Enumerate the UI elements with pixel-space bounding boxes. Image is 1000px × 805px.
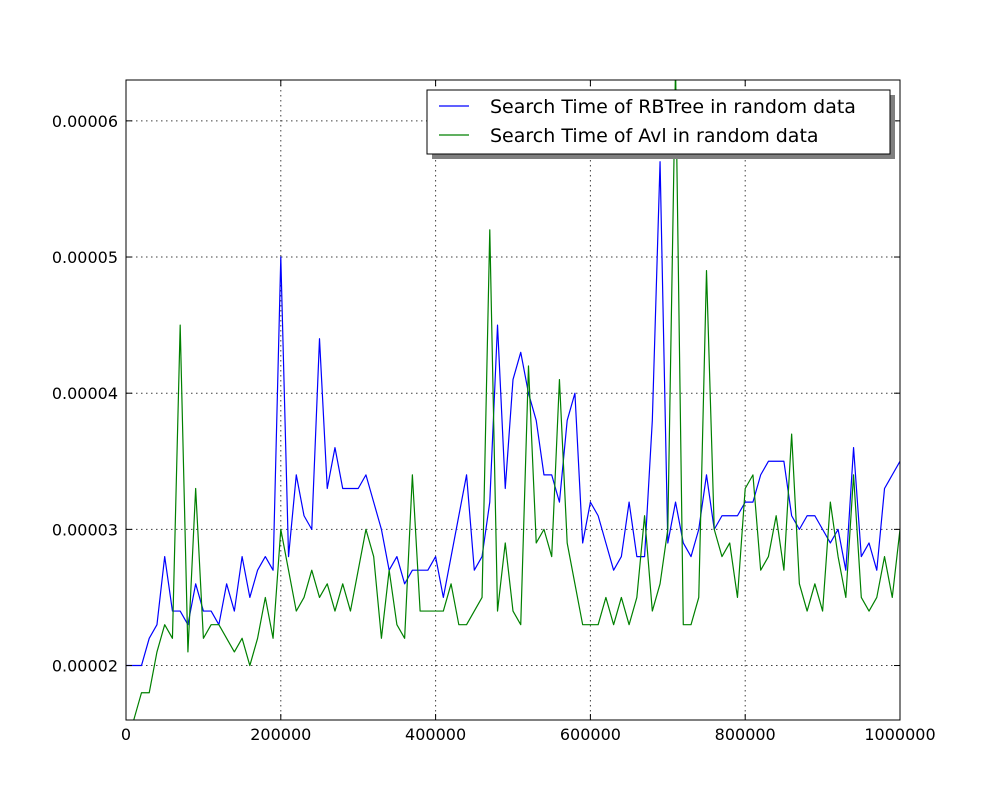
series-line-avl bbox=[133, 80, 900, 720]
legend-label: Search Time of RBTree in random data bbox=[490, 96, 856, 118]
x-axis-tick-labels: 0 200000 400000 600000 800000 1000000 bbox=[121, 725, 936, 744]
legend-box bbox=[426, 89, 891, 155]
series-line-rbtree bbox=[126, 161, 900, 667]
x-tick-label: 200000 bbox=[250, 725, 311, 744]
y-tick-label: 0.00004 bbox=[52, 384, 118, 403]
y-tick-label: 0.00002 bbox=[52, 657, 118, 676]
x-tick-label: 800000 bbox=[715, 725, 776, 744]
legend-label: Search Time of Avl in random data bbox=[490, 125, 819, 147]
y-tick-label: 0.00003 bbox=[52, 520, 118, 539]
plot-area-background bbox=[126, 80, 900, 720]
y-axis-tick-labels: 0.00002 0.00003 0.00004 0.00005 0.00006 bbox=[52, 112, 118, 676]
axis-ticks bbox=[125, 80, 901, 720]
x-tick-label: 400000 bbox=[405, 725, 466, 744]
x-tick-label: 0 bbox=[121, 725, 131, 744]
x-tick-label: 600000 bbox=[560, 725, 621, 744]
x-tick-label: 1000000 bbox=[864, 725, 935, 744]
legend: Search Time of RBTree in random data Sear… bbox=[426, 89, 895, 159]
series-layer bbox=[126, 80, 900, 720]
plot-frame bbox=[125, 79, 901, 721]
legend-entries: Search Time of RBTree in random data Sear… bbox=[439, 96, 856, 147]
y-tick-label: 0.00005 bbox=[52, 248, 118, 267]
y-tick-label: 0.00006 bbox=[52, 112, 118, 131]
